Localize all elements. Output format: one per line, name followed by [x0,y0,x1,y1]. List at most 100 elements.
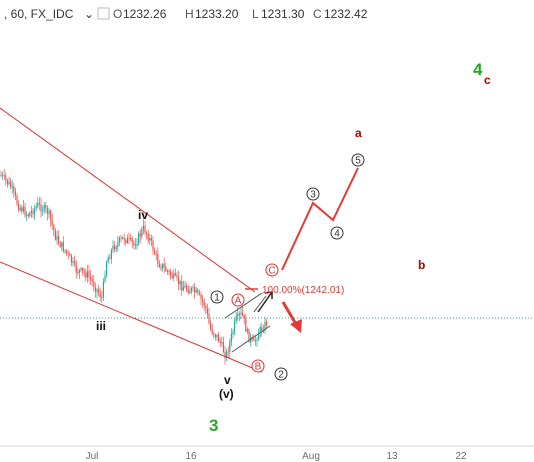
circled-label-B: B [255,362,262,373]
candle-body [253,338,255,341]
candle-body [94,287,96,292]
candle-body [22,206,24,212]
candle-body [93,281,95,288]
candle-body [96,289,98,292]
small-channel-bottom-line[interactable] [231,325,271,353]
candle-body [21,207,23,212]
small-channel-mid-line[interactable] [253,295,267,313]
ohlc-high-value: 1233.20 [195,7,239,21]
candle-body [229,341,231,352]
candle-body [59,243,61,247]
candle-body [58,236,60,244]
channel-lower-line[interactable] [0,261,263,373]
candle-body [64,250,66,252]
circled-label-A: A [235,296,242,307]
candle-body [90,276,92,279]
candle-body [29,212,31,217]
wave-v-paren-label: (v) [219,387,234,401]
candle-body [107,257,109,263]
candle-body [208,313,210,324]
candle-body [166,270,168,272]
candle-body [10,181,12,188]
candle-body [171,275,173,278]
candle-body [163,264,165,267]
candlestick-series [0,169,268,365]
wave-c-label: c [484,73,491,87]
candle-body [186,285,188,290]
candle-body [158,263,160,267]
circled-label-5: 5 [355,156,361,167]
candle-body [122,237,124,239]
candle-body [242,312,244,316]
candle-body [197,289,199,293]
candle-body [123,237,125,241]
candle-body [205,305,207,309]
candle-body [261,327,263,331]
ohlc-open-value: 1232.26 [123,7,167,21]
x-tick-label: 16 [185,451,197,462]
candle-body [125,240,127,243]
candle-body [226,351,228,358]
candle-body [194,287,196,293]
candle-body [61,242,63,247]
candle-body [227,351,229,353]
candle-body [221,342,223,344]
candle-body [98,289,100,294]
candle-body [136,243,138,247]
candle-body [74,261,76,264]
candle-body [40,203,42,212]
candle-body [80,268,82,271]
candle-body [198,292,200,295]
candle-body [218,334,220,342]
candle-body [262,330,264,332]
candle-body [16,195,18,205]
candle-body [162,264,164,269]
channel-upper-line[interactable] [0,107,256,293]
candle-body [88,271,90,277]
candle-body [66,250,68,253]
circled-label-2: 2 [278,370,284,381]
small-channel-top-line[interactable] [224,292,263,319]
candle-body [117,242,119,248]
candle-body [18,204,20,210]
candle-body [174,273,176,275]
candle-body [133,242,135,245]
circled-label-1: 1 [214,293,220,304]
ohlc-low-value: 1231.30 [261,7,305,21]
dropdown-chevron-icon[interactable]: ⌄ [84,7,94,21]
candle-body [99,293,101,298]
candle-body [189,291,191,293]
down-arrow-shaft [281,301,299,327]
candle-body [115,247,117,250]
candle-body [243,315,245,319]
candle-body [266,321,268,326]
candle-body [8,181,10,184]
candle-body [214,334,216,338]
candle-body [6,179,8,184]
hide-eye-icon[interactable] [97,7,110,20]
candle-body [182,287,184,291]
candle-body [142,225,144,230]
circled-label-4: 4 [334,229,340,240]
candle-body [192,287,194,289]
candle-body [78,270,80,273]
candle-body [27,214,29,217]
candle-body [206,308,208,314]
candle-body [51,219,53,226]
circled-label-ring-2 [274,367,288,381]
candle-body [35,206,37,209]
circled-label-ring-1 [210,290,224,304]
candle-body [83,270,85,273]
candle-body [170,271,172,276]
circled-label-ring-4 [330,226,344,240]
candle-body [53,225,55,231]
candle-body [141,229,143,237]
candle-body [155,253,157,255]
wave-a-label: a [355,126,362,140]
candle-body [102,281,104,298]
candle-body [259,327,261,334]
wave-projection-path[interactable] [281,167,359,271]
candle-body [246,329,248,332]
